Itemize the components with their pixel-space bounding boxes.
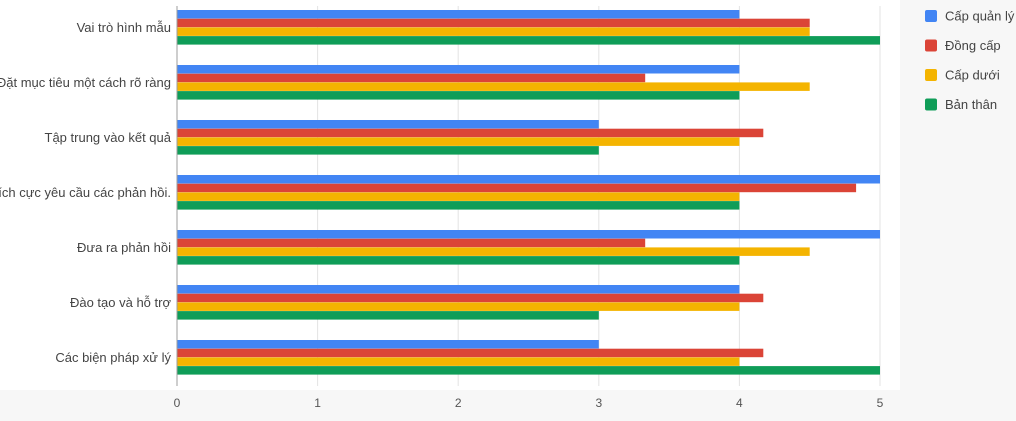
bar[interactable] [177, 302, 740, 311]
x-tick-labels: 0 1 2 3 4 5 [174, 396, 884, 410]
bar[interactable] [177, 120, 599, 129]
category-labels: Vai trò hình mẫu Đặt mục tiêu một cách rõ… [0, 20, 172, 365]
bar[interactable] [177, 175, 880, 184]
bar[interactable] [177, 230, 880, 239]
bar[interactable] [177, 82, 810, 91]
category-label: Vai trò hình mẫu [77, 20, 171, 35]
bar[interactable] [177, 192, 740, 201]
bar[interactable] [177, 340, 599, 349]
bar[interactable] [177, 293, 764, 303]
category-label: Tập trung vào kết quả [45, 130, 172, 145]
bar[interactable] [177, 18, 810, 28]
bar[interactable] [177, 357, 740, 366]
bar[interactable] [177, 27, 810, 36]
legend-swatch[interactable] [925, 39, 937, 52]
bar[interactable] [177, 73, 646, 83]
legend-label[interactable]: Cấp dưới [945, 68, 1000, 83]
x-tick-label: 2 [455, 396, 462, 410]
bar[interactable] [177, 238, 646, 248]
x-tick-label: 5 [877, 396, 884, 410]
bar[interactable] [177, 91, 740, 100]
bars [177, 10, 880, 375]
category-label: Đặt mục tiêu một cách rõ ràng [0, 75, 171, 90]
x-tick-label: 1 [314, 396, 321, 410]
legend-swatch[interactable] [925, 98, 937, 111]
x-tick-label: 3 [595, 396, 602, 410]
category-label: Các biện pháp xử lý [55, 350, 171, 365]
category-label: Tích cực yêu cầu các phản hồi. [0, 185, 171, 200]
bar[interactable] [177, 146, 599, 155]
bar[interactable] [177, 256, 740, 265]
legend[interactable]: Cấp quản lý Đồng cấp Cấp dưới Bản thân [925, 9, 1015, 113]
legend-label[interactable]: Bản thân [945, 97, 997, 112]
bar[interactable] [177, 311, 599, 320]
bar[interactable] [177, 285, 740, 294]
bar[interactable] [177, 183, 857, 193]
legend-swatch[interactable] [925, 69, 937, 81]
bar[interactable] [177, 348, 764, 358]
x-tick-label: 4 [736, 396, 743, 410]
legend-swatch[interactable] [925, 10, 937, 22]
category-label: Đào tạo và hỗ trợ [70, 295, 171, 310]
bar[interactable] [177, 201, 740, 210]
x-tick-label: 0 [174, 396, 181, 410]
bar[interactable] [177, 137, 740, 146]
bar[interactable] [177, 65, 740, 74]
bar[interactable] [177, 366, 880, 375]
legend-label[interactable]: Cấp quản lý [945, 9, 1015, 24]
legend-label[interactable]: Đồng cấp [945, 38, 1001, 53]
bar[interactable] [177, 128, 764, 138]
bar[interactable] [177, 36, 880, 45]
category-label: Đưa ra phản hồi [77, 240, 171, 255]
bar[interactable] [177, 247, 810, 256]
bar[interactable] [177, 10, 740, 19]
